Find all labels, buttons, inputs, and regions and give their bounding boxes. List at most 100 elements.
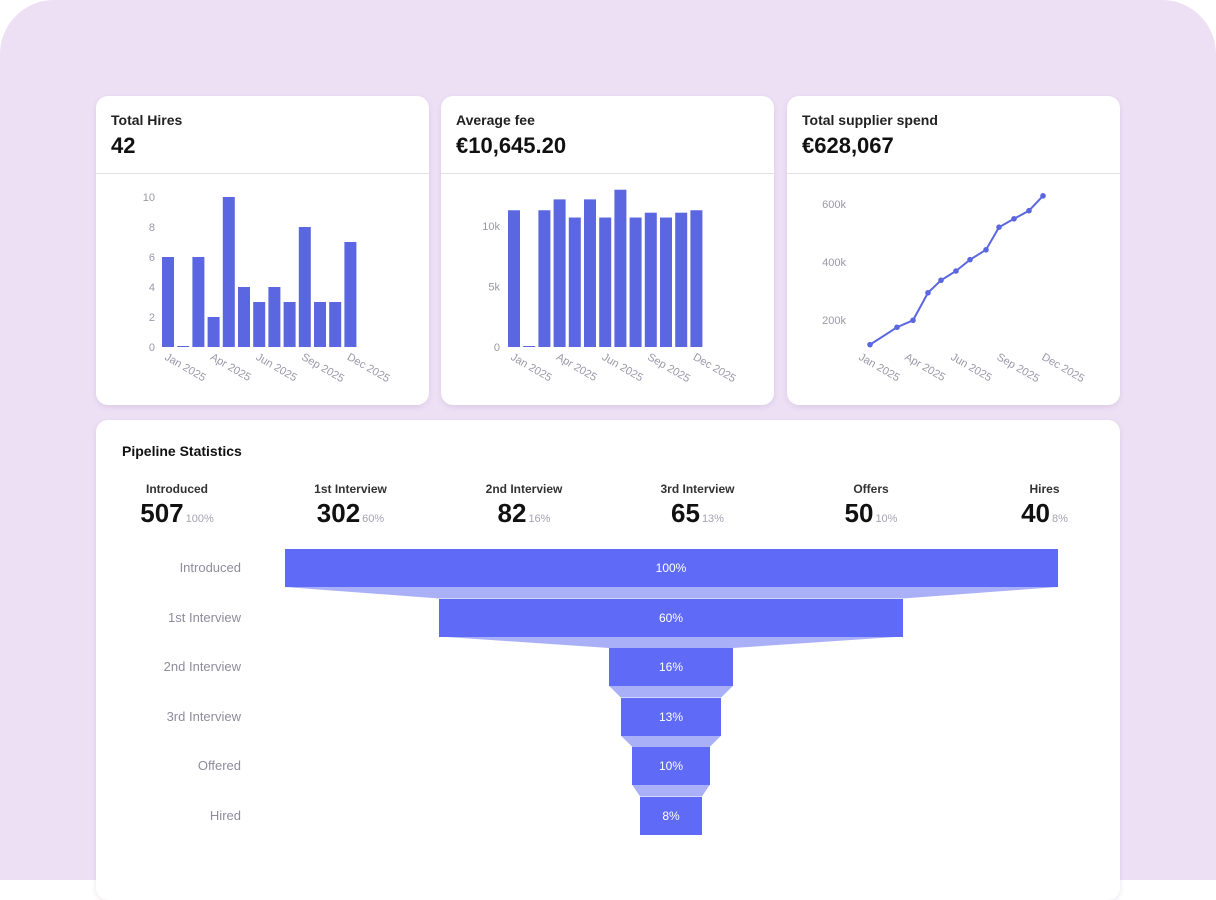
- bar: [298, 227, 311, 347]
- bar: [553, 199, 566, 347]
- funnel-bar-percent: 8%: [662, 808, 680, 823]
- bar: [192, 257, 205, 347]
- hires-bar-chart: 0 2 4 6 8 10 Jan 2025 Apr 2025 Jun 2025 Sep 2025D…: [143, 192, 392, 385]
- stat-label: 3rd Interview: [660, 482, 735, 496]
- funnel-stage-label: Introduced: [179, 560, 241, 575]
- card-value: €628,067: [802, 133, 894, 158]
- stat-percent: 100%: [185, 513, 214, 525]
- data-point: [894, 324, 900, 331]
- bar: [253, 302, 266, 347]
- x-tick-label: Dec 2025: [691, 351, 738, 385]
- funnel-bar-percent: 13%: [658, 709, 683, 724]
- funnel-bar-percent: 16%: [658, 660, 683, 674]
- stat-percent: 16%: [528, 513, 551, 525]
- funnel-connector: [609, 686, 733, 698]
- stat-3: 3rd Interview 65 13%: [618, 482, 778, 529]
- stat-0: Introduced 507 100%: [97, 482, 257, 529]
- bar: [584, 199, 596, 347]
- x-tick-label: Sep 2025: [299, 351, 346, 385]
- x-tick-label: Jan 2025: [509, 351, 554, 384]
- stat-4: Offers 50 10%: [791, 482, 951, 529]
- bar: [508, 210, 520, 347]
- bar: [238, 287, 250, 347]
- funnel-connector: [620, 735, 722, 747]
- y-tick-label: 4: [149, 282, 155, 294]
- bar: [329, 302, 342, 347]
- series-line: [869, 195, 1044, 346]
- stat-label: Introduced: [146, 482, 208, 496]
- y-tick-label: 10: [143, 192, 155, 204]
- data-point: [1026, 207, 1032, 214]
- funnel-bar-percent: 60%: [658, 610, 683, 625]
- funnel-bar-percent: 10%: [658, 759, 683, 773]
- stat-label: Hires: [1029, 482, 1060, 496]
- bar: [690, 210, 703, 347]
- stat-count: 65: [671, 498, 700, 528]
- stat-percent: 8%: [1052, 513, 1068, 525]
- bar: [660, 217, 672, 347]
- funnel-connector: [284, 587, 1058, 599]
- bar: [629, 217, 642, 347]
- stat-count: 40: [1021, 498, 1050, 528]
- x-tick-label: Sep 2025: [995, 351, 1042, 385]
- card-value: 42: [111, 133, 136, 158]
- x-tick-label: Jun 2025: [600, 351, 645, 384]
- data-point: [938, 277, 944, 284]
- funnel-bar: 10%: [632, 747, 710, 785]
- data-point: [996, 224, 1002, 230]
- data-point: [867, 341, 873, 348]
- y-tick-label: 0: [494, 342, 500, 354]
- y-tick-label: 600k: [822, 199, 846, 211]
- data-point: [967, 256, 973, 263]
- data-point: [983, 247, 989, 253]
- bar: [207, 317, 220, 347]
- y-tick-label: 400k: [822, 257, 846, 269]
- bar: [177, 346, 190, 347]
- card-title: Total Hires: [111, 112, 183, 128]
- y-tick-label: 0: [149, 342, 155, 354]
- pipeline-statistics-card: Pipeline Statistics Introduced 507 100% 1st…: [96, 420, 1120, 900]
- stat-label: Offers: [853, 482, 889, 496]
- pipeline-title: Pipeline Statistics: [122, 443, 242, 459]
- stat-count: 507: [140, 498, 184, 528]
- funnel-connectors: [284, 587, 1058, 797]
- bar: [644, 212, 657, 347]
- bar: [568, 217, 581, 347]
- stat-1: 1st Interview 302 60%: [271, 482, 431, 529]
- data-point: [910, 317, 916, 324]
- bar: [162, 257, 174, 347]
- x-tick-label: Dec 2025: [345, 351, 392, 385]
- stat-5: Hires 40 8%: [965, 482, 1125, 529]
- funnel-bar: 13%: [620, 697, 722, 736]
- funnel-connector: [439, 636, 903, 648]
- funnel-connector: [632, 785, 710, 797]
- data-point: [1040, 193, 1046, 199]
- bar: [283, 302, 296, 347]
- data-point: [1011, 215, 1017, 222]
- funnel-stage-label: 1st Interview: [168, 609, 241, 625]
- fee-bar-chart: 0 5k 10k Jan 2025 Apr 2025 Jun 2025 Sep 2025De…: [482, 189, 738, 385]
- x-tick-label: Jan 2025: [163, 351, 208, 384]
- card-title: Total supplier spend: [802, 112, 938, 128]
- funnel-bar: 100%: [284, 549, 1058, 587]
- bar: [614, 189, 627, 347]
- x-tick-label: Dec 2025: [1040, 351, 1087, 385]
- stat-percent: 13%: [701, 513, 724, 525]
- data-point: [953, 268, 959, 274]
- bar: [523, 346, 536, 347]
- bar: [599, 217, 612, 347]
- funnel-stage-label: 3rd Interview: [166, 708, 241, 724]
- bar: [538, 210, 551, 347]
- stat-count: 82: [497, 498, 527, 528]
- stat-count: 50: [844, 498, 874, 528]
- funnel-stage-label: Hired: [209, 807, 241, 823]
- x-tick-label: Sep 2025: [645, 351, 692, 385]
- bar: [314, 302, 326, 347]
- y-tick-label: 8: [149, 222, 155, 234]
- funnel-bar: 16%: [609, 648, 733, 686]
- total-hires-card: Total Hires 42 0 2 4 6 8 10 Jan 2025 Apr 2025 Jun…: [96, 96, 429, 405]
- bar: [268, 287, 281, 347]
- x-tick-label: Apr 2025: [903, 351, 948, 384]
- x-tick-label: Jun 2025: [949, 351, 994, 384]
- stat-percent: 10%: [875, 513, 898, 525]
